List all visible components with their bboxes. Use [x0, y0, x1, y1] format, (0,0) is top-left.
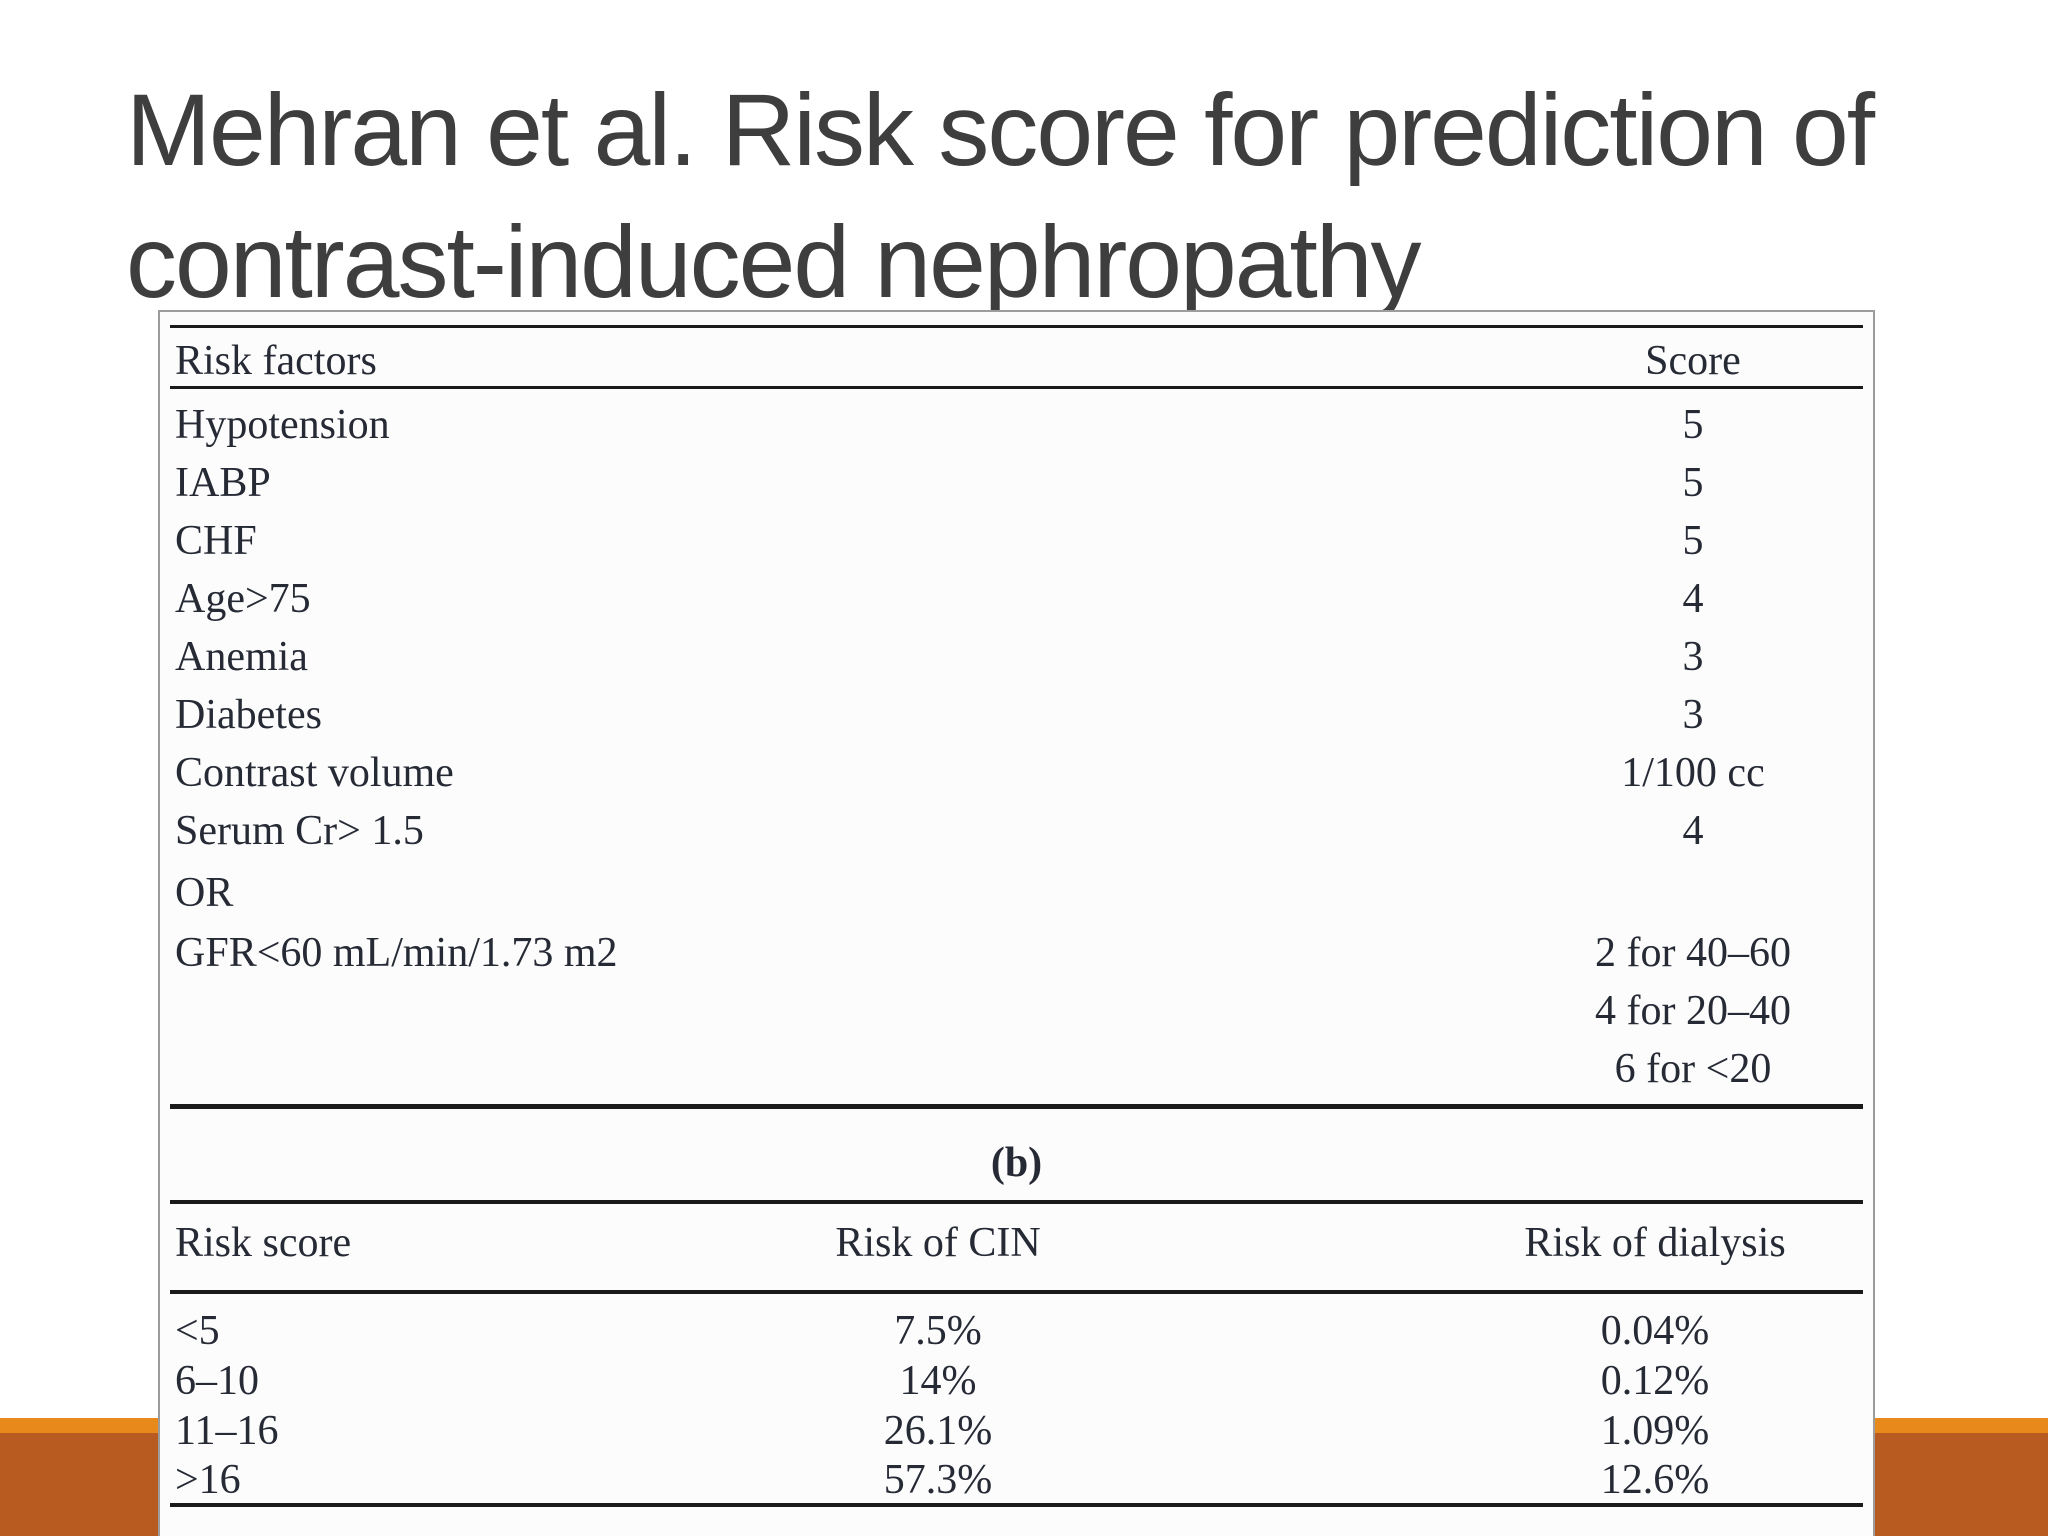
table-a-header-score: Score — [1645, 338, 1741, 384]
score-cell: 3 — [1682, 692, 1704, 738]
risk-score-cell: >16 — [175, 1457, 241, 1503]
factor-cell: Diabetes — [175, 692, 322, 738]
table-row: IABP 5 — [160, 460, 1873, 508]
table-b-header-row: Risk score Risk of CIN Risk of dialysis — [160, 1220, 1873, 1268]
table-row: Anemia 3 — [160, 634, 1873, 682]
risk-score-cell: 6–10 — [175, 1358, 259, 1404]
factor-cell: Anemia — [175, 634, 308, 680]
risk-cin-cell: 26.1% — [883, 1408, 993, 1454]
table-a-header-row: Risk factors Score — [160, 338, 1873, 386]
slide-title: Mehran et al. Risk score for prediction … — [126, 64, 2006, 328]
table-row: GFR<60 mL/min/1.73 m2 2 for 40–60 — [160, 930, 1873, 978]
factor-cell: Contrast volume — [175, 750, 454, 796]
section-b-label: (b) — [990, 1140, 1043, 1186]
risk-table-image: Risk factors Score Hypotension 5 IABP 5 … — [158, 310, 1875, 1536]
table-b-header-risk-dialysis: Risk of dialysis — [1524, 1220, 1786, 1266]
table-row: >16 57.3% 12.6% — [160, 1457, 1873, 1505]
score-cell: 5 — [1682, 518, 1704, 564]
factor-cell: IABP — [175, 460, 271, 506]
score-cell: 5 — [1682, 460, 1704, 506]
table-row: Age>75 4 — [160, 576, 1873, 624]
table-row: 11–16 26.1% 1.09% — [160, 1408, 1873, 1456]
factor-cell: Hypotension — [175, 402, 390, 448]
factor-cell: GFR<60 mL/min/1.73 m2 — [175, 930, 618, 976]
score-cell: 4 for 20–40 — [1595, 988, 1791, 1034]
table-row: 6–10 14% 0.12% — [160, 1358, 1873, 1406]
score-cell: 4 — [1682, 576, 1704, 622]
table-row: <5 7.5% 0.04% — [160, 1308, 1873, 1356]
table-row: 6 for <20 — [160, 1046, 1873, 1094]
risk-cin-cell: 57.3% — [883, 1457, 993, 1503]
score-cell: 2 for 40–60 — [1595, 930, 1791, 976]
slide-title-line-1: Mehran et al. Risk score for prediction … — [126, 73, 1875, 187]
risk-dialysis-cell: 0.12% — [1600, 1358, 1710, 1404]
table-rule-top — [170, 325, 1863, 328]
table-b-header-risk-score: Risk score — [175, 1220, 352, 1266]
risk-score-cell: <5 — [175, 1308, 220, 1354]
risk-dialysis-cell: 1.09% — [1600, 1408, 1710, 1454]
factor-cell: Age>75 — [175, 576, 311, 622]
score-cell: 1/100 cc — [1621, 750, 1765, 796]
table-rule-under-header-a — [170, 386, 1863, 389]
table-row: Serum Cr> 1.5 4 — [160, 808, 1873, 856]
table-rule-above-header-b — [170, 1200, 1863, 1204]
risk-score-cell: 11–16 — [175, 1408, 279, 1454]
table-row: Contrast volume 1/100 cc — [160, 750, 1873, 798]
score-cell: 3 — [1682, 634, 1704, 680]
factor-cell: Serum Cr> 1.5 — [175, 808, 424, 854]
risk-dialysis-cell: 12.6% — [1600, 1457, 1710, 1503]
factor-cell: CHF — [175, 518, 257, 564]
table-row: CHF 5 — [160, 518, 1873, 566]
risk-cin-cell: 7.5% — [894, 1308, 982, 1354]
table-rule-bottom — [170, 1503, 1863, 1507]
table-b-header-risk-cin: Risk of CIN — [835, 1220, 1041, 1266]
risk-cin-cell: 14% — [899, 1358, 977, 1404]
table-rule-end-a — [170, 1104, 1863, 1109]
score-cell: 6 for <20 — [1614, 1046, 1772, 1092]
slide-title-line-2: contrast-induced nephropathy — [126, 205, 1422, 319]
table-row: 4 for 20–40 — [160, 988, 1873, 1036]
factor-cell: OR — [175, 870, 234, 916]
table-row: OR — [160, 870, 1873, 918]
table-row: Diabetes 3 — [160, 692, 1873, 740]
table-a-header-risk-factors: Risk factors — [175, 338, 377, 384]
table-rule-under-header-b — [170, 1290, 1863, 1294]
risk-dialysis-cell: 0.04% — [1600, 1308, 1710, 1354]
score-cell: 4 — [1682, 808, 1704, 854]
table-row: Hypotension 5 — [160, 402, 1873, 450]
score-cell: 5 — [1682, 402, 1704, 448]
